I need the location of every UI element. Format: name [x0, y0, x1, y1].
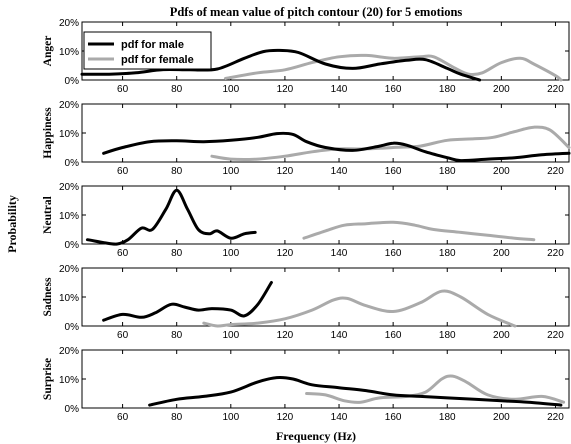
x-tick-label: 60	[117, 248, 129, 259]
panel-frame	[81, 103, 570, 163]
series-female-line-anger	[223, 53, 563, 82]
panel-sadness: 60 80 100 120 140 160 180 200 220 0% 10% 20% Sadness	[42, 264, 570, 341]
panel-surprise: 60 80 100 120 140 160 180 200 220 0% 10% 20% Surpris…	[42, 346, 570, 423]
panel-neutral: 60 80 100 120 140 160 180 200 220 0% 10% 20% Neutral	[42, 182, 570, 259]
y-tick-label: 0%	[65, 322, 80, 333]
x-tick-label: 180	[439, 84, 456, 95]
y-tick-label: 0%	[65, 404, 80, 415]
panels: 60 80 100 120 140 160 180 200 220 0% 10% 20% Anger 60…	[42, 18, 571, 423]
y-tick-label: 20%	[59, 346, 79, 357]
x-axis-label: Frequency (Hz)	[276, 429, 356, 443]
x-tick-label: 180	[439, 330, 456, 341]
x-tick-label: 100	[222, 412, 239, 423]
x-tick-label: 220	[547, 412, 564, 423]
series-male-line-neutral	[85, 188, 257, 246]
x-tick-label: 140	[331, 412, 348, 423]
y-tick-label: 20%	[59, 264, 79, 275]
panel-label-sadness: Sadness	[42, 277, 54, 317]
panel-frame	[81, 349, 570, 409]
chart-title: Pdfs of mean value of pitch contour (20)…	[170, 5, 463, 19]
series-female-line-happiness	[210, 125, 571, 161]
series-female-line-sadness	[202, 289, 517, 328]
series-male-line-anger	[80, 48, 482, 82]
x-tick-label: 220	[547, 84, 564, 95]
x-tick-label: 60	[117, 166, 129, 177]
x-tick-label: 100	[222, 248, 239, 259]
x-tick-label: 80	[171, 412, 183, 423]
x-tick-label: 220	[547, 166, 564, 177]
y-tick-label: 10%	[59, 47, 79, 58]
x-tick-label: 120	[277, 166, 294, 177]
legend: pdf for male pdf for female	[83, 31, 212, 70]
x-tick-label: 220	[547, 248, 564, 259]
x-tick-label: 100	[222, 84, 239, 95]
y-tick-label: 0%	[65, 240, 80, 251]
panel-happiness: 60 80 100 120 140 160 180 200 220 0% 10% 20% Happine…	[42, 100, 571, 177]
y-tick-label: 10%	[59, 375, 79, 386]
legend-entry-female: pdf for female	[121, 54, 194, 66]
x-tick-label: 200	[493, 248, 510, 259]
y-tick-label: 0%	[65, 158, 80, 169]
x-tick-label: 120	[277, 412, 294, 423]
x-tick-label: 80	[171, 84, 183, 95]
x-tick-label: 160	[385, 330, 402, 341]
y-tick-label: 0%	[65, 76, 80, 87]
series-male-line-happiness	[102, 131, 571, 163]
x-tick-label: 160	[385, 248, 402, 259]
legend-entry-male: pdf for male	[121, 39, 184, 51]
x-tick-label: 120	[277, 248, 294, 259]
series-male-line-surprise	[148, 375, 563, 407]
legend-box	[83, 31, 212, 70]
x-tick-label: 200	[493, 330, 510, 341]
x-tick-label: 60	[117, 84, 129, 95]
panel-label-neutral: Neutral	[42, 196, 54, 234]
x-tick-label: 160	[385, 166, 402, 177]
x-tick-label: 100	[222, 330, 239, 341]
x-tick-label: 100	[222, 166, 239, 177]
x-tick-label: 160	[385, 84, 402, 95]
x-tick-label: 180	[439, 166, 456, 177]
panel-label-happiness: Happiness	[42, 107, 54, 159]
x-tick-label: 220	[547, 330, 564, 341]
x-tick-label: 120	[277, 84, 294, 95]
y-axis-label: Probability	[5, 195, 19, 253]
x-tick-label: 120	[277, 330, 294, 341]
x-tick-label: 140	[331, 84, 348, 95]
series-male-line-sadness	[102, 281, 273, 322]
x-tick-label: 140	[331, 330, 348, 341]
x-tick-label: 180	[439, 412, 456, 423]
x-tick-label: 180	[439, 248, 456, 259]
panel-label-surprise: Surprise	[42, 358, 54, 400]
x-tick-label: 200	[493, 412, 510, 423]
y-tick-label: 10%	[59, 211, 79, 222]
x-tick-label: 80	[171, 248, 183, 259]
y-tick-label: 20%	[59, 100, 79, 111]
y-tick-label: 10%	[59, 293, 79, 304]
y-tick-label: 20%	[59, 182, 79, 193]
x-tick-label: 160	[385, 412, 402, 423]
panel-frame	[81, 267, 570, 327]
x-tick-label: 140	[331, 248, 348, 259]
panel-label-anger: Anger	[42, 36, 54, 67]
series-female-line-neutral	[302, 220, 536, 242]
x-tick-label: 60	[117, 330, 129, 341]
y-tick-label: 10%	[59, 129, 79, 140]
y-tick-label: 20%	[59, 18, 79, 29]
x-tick-label: 60	[117, 412, 129, 423]
x-tick-label: 200	[493, 166, 510, 177]
x-tick-label: 140	[331, 166, 348, 177]
x-tick-label: 200	[493, 84, 510, 95]
x-tick-label: 80	[171, 330, 183, 341]
series-female-line-surprise	[305, 374, 566, 404]
x-tick-label: 80	[171, 166, 183, 177]
